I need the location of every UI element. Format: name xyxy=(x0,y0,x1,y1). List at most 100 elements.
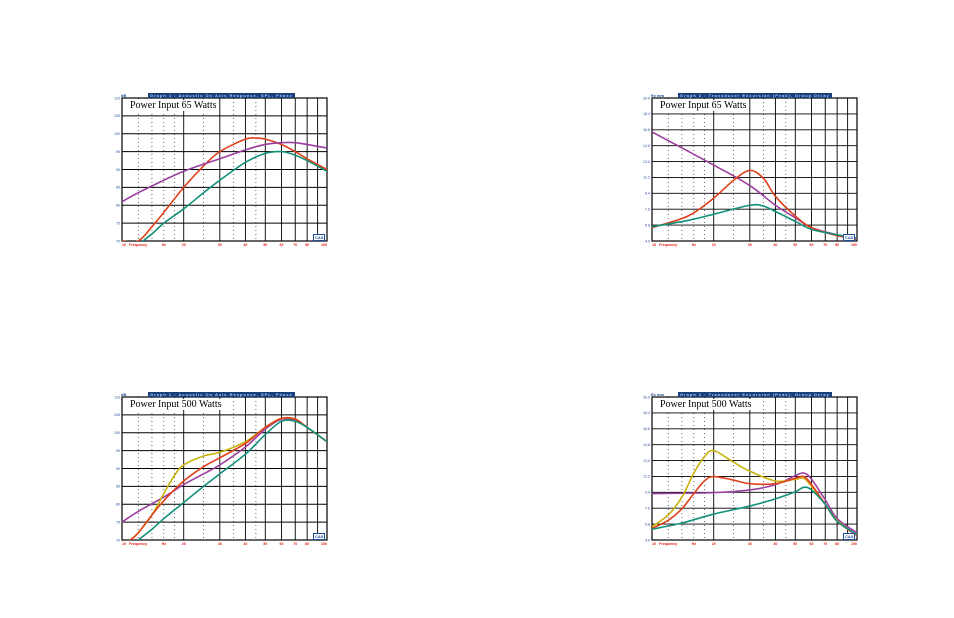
x-tick-label: 60 xyxy=(280,542,284,546)
series-line-3 xyxy=(129,416,327,540)
y-tick-label: 105 xyxy=(114,413,120,417)
y-tick-label: 95 xyxy=(116,449,120,453)
y-tick-label: 9.4 xyxy=(645,192,650,196)
y-tick-label: 80 xyxy=(116,503,120,507)
y-tick-label: 18.4 xyxy=(643,112,650,116)
series-line-4 xyxy=(652,486,857,536)
x-tick-label: 10 xyxy=(122,542,126,546)
x-tick-label: 50 xyxy=(263,243,267,247)
chart-svg: 4,0 5,8 7,6 9,4 11,2 13,0 14,8 16,6 18,4 20,0 10 Fr… xyxy=(643,395,858,546)
y-tick-label: 13,0 xyxy=(643,459,650,463)
x-tick-label: Frequency xyxy=(129,243,147,247)
x-tick-label: 100 xyxy=(851,542,857,546)
chart-panel-1: 70 75 80 85 90 95 100 105 110 10 Frequency Hz 20 30 40… xyxy=(114,93,342,258)
y-tick-label: 100 xyxy=(114,132,120,136)
power-input-annotation: Power Input 65 Watts xyxy=(658,100,749,111)
x-tick-label: Hz xyxy=(692,243,697,247)
y-tick-label: 5.8 xyxy=(645,223,650,227)
y-unit-label: Ex mm xyxy=(651,93,665,98)
x-tick-label: 70 xyxy=(293,542,297,546)
x-tick-label: 40 xyxy=(243,243,247,247)
y-tick-label: 5,8 xyxy=(645,522,650,526)
y-tick-label: 16.6 xyxy=(643,128,650,132)
x-tick-label: 60 xyxy=(810,542,814,546)
series-line-2 xyxy=(652,169,857,241)
cas-logo: CAS xyxy=(313,234,326,241)
series-line-3 xyxy=(652,203,857,240)
y-tick-label: 110 xyxy=(114,96,120,100)
y-tick-label: 100 xyxy=(114,431,120,435)
cas-logo: CAS xyxy=(843,533,856,540)
x-tick-label: 10 xyxy=(652,542,656,546)
chart-svg: 70 75 80 85 90 95 100 105 110 10 Frequency Hz 20 30 40… xyxy=(114,96,328,247)
y-tick-label: 9,4 xyxy=(645,491,650,495)
y-tick-label: 85 xyxy=(116,485,120,489)
power-input-annotation: Power Input 65 Watts xyxy=(128,100,219,111)
x-tick-label: 30 xyxy=(218,243,222,247)
y-tick-label: 105 xyxy=(114,114,120,118)
x-tick-label: 20 xyxy=(712,243,716,247)
x-tick-label: 70 xyxy=(823,243,827,247)
x-tick-label: 40 xyxy=(773,243,777,247)
power-input-annotation: Power Input 500 Watts xyxy=(128,399,224,410)
x-tick-label: 70 xyxy=(293,243,297,247)
plot-border xyxy=(651,396,858,541)
x-tick-label: 30 xyxy=(748,542,752,546)
power-input-annotation: Power Input 500 Watts xyxy=(658,399,754,410)
chart-caption: Graph 1 : Acoustic On Axis Response, SPL… xyxy=(148,392,295,397)
y-tick-label: 16,6 xyxy=(643,427,650,431)
y-tick-label: 7,6 xyxy=(645,507,650,511)
chart-svg: 70 75 80 85 90 95 100 105 110 10 Frequency Hz 20 30 40… xyxy=(114,395,328,546)
plot-border xyxy=(121,396,328,541)
series-line-1 xyxy=(652,131,857,240)
y-tick-label: 90 xyxy=(116,467,120,471)
x-tick-label: 50 xyxy=(793,243,797,247)
x-tick-label: 40 xyxy=(243,542,247,546)
y-tick-label: 4,0 xyxy=(645,538,650,542)
x-tick-label: 30 xyxy=(218,542,222,546)
y-tick-label: 7.6 xyxy=(645,208,650,212)
y-tick-label: 70 xyxy=(116,239,120,243)
x-tick-label: 80 xyxy=(835,243,839,247)
x-tick-label: 20 xyxy=(182,542,186,546)
x-tick-label: 100 xyxy=(321,542,327,546)
y-tick-label: 20.0 xyxy=(643,96,650,100)
chart-panel-3: 70 75 80 85 90 95 100 105 110 10 Frequency Hz 20 30 40… xyxy=(114,392,342,557)
series-line-1 xyxy=(652,472,857,534)
x-tick-label: 20 xyxy=(712,542,716,546)
chart-caption: Graph 2 : Transducer Excursion (Peak), G… xyxy=(678,93,832,98)
series-line-2 xyxy=(122,141,327,203)
chart-panel-4: 4,0 5,8 7,6 9,4 11,2 13,0 14,8 16,6 18,4 20,0 10 Fr… xyxy=(643,392,872,557)
x-tick-label: 60 xyxy=(280,243,284,247)
y-tick-label: 75 xyxy=(116,221,120,225)
x-tick-label: 80 xyxy=(305,243,309,247)
y-tick-label: 14.8 xyxy=(643,144,650,148)
x-tick-label: 80 xyxy=(305,542,309,546)
y-unit-label: Ex mm xyxy=(651,392,665,397)
y-unit-label: dB xyxy=(121,93,127,98)
x-tick-label: 10 xyxy=(122,243,126,247)
x-tick-label: 60 xyxy=(810,243,814,247)
x-tick-label: 20 xyxy=(182,243,186,247)
y-tick-label: 11.2 xyxy=(643,176,650,180)
y-tick-label: 20,0 xyxy=(643,395,650,399)
y-tick-label: 13.0 xyxy=(643,160,650,164)
x-tick-label: Hz xyxy=(162,243,167,247)
series-line-4 xyxy=(137,419,327,540)
y-tick-label: 90 xyxy=(116,168,120,172)
y-tick-label: 95 xyxy=(116,150,120,154)
x-tick-label: Frequency xyxy=(659,542,677,546)
x-tick-label: 100 xyxy=(851,243,857,247)
y-tick-label: 11,2 xyxy=(643,475,650,479)
x-tick-label: Hz xyxy=(162,542,167,546)
plot-border xyxy=(651,97,858,242)
y-tick-label: 70 xyxy=(116,538,120,542)
series-line-3 xyxy=(141,150,327,241)
x-tick-label: 50 xyxy=(793,542,797,546)
x-tick-label: Hz xyxy=(692,542,697,546)
y-unit-label: dB xyxy=(121,392,127,397)
y-tick-label: 110 xyxy=(114,395,120,399)
series-line-1 xyxy=(122,136,327,241)
chart-caption: Graph 2 : Transducer Excursion (Peak), G… xyxy=(678,392,832,397)
y-tick-label: 80 xyxy=(116,204,120,208)
